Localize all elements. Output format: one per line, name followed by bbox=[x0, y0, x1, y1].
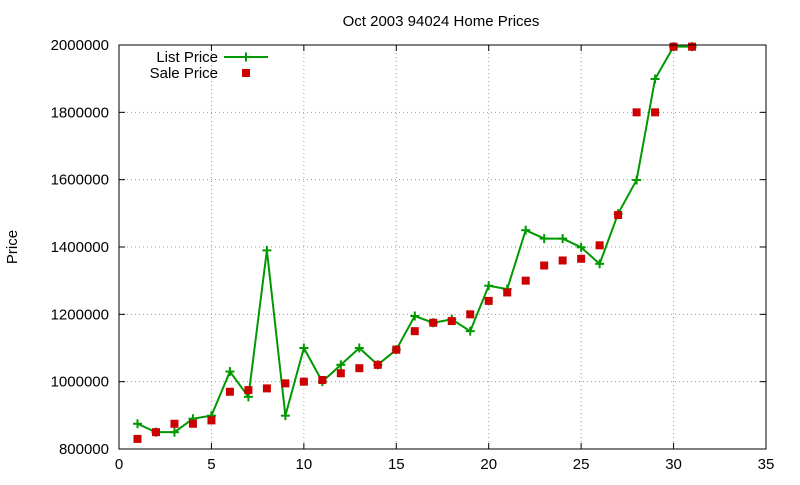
data-point-list-price bbox=[262, 245, 272, 255]
data-point-list-price bbox=[132, 419, 142, 429]
x-tick-label: 0 bbox=[115, 456, 123, 473]
data-point-list-price bbox=[484, 281, 494, 291]
data-point-sale-price bbox=[188, 419, 197, 428]
grid-lines bbox=[119, 45, 766, 449]
data-point-list-price bbox=[650, 74, 660, 84]
data-point-sale-price bbox=[669, 42, 678, 51]
data-point-sale-price bbox=[207, 416, 216, 425]
data-point-sale-price bbox=[503, 288, 512, 297]
data-point-sale-price bbox=[355, 364, 364, 373]
legend-marker-sale-price bbox=[242, 69, 250, 77]
data-point-sale-price bbox=[299, 377, 308, 386]
data-point-sale-price bbox=[318, 375, 327, 384]
plot-frame bbox=[118, 44, 767, 450]
data-point-sale-price bbox=[447, 317, 456, 326]
data-point-list-price bbox=[410, 311, 420, 321]
data-point-list-price bbox=[225, 367, 235, 377]
data-point-list-price bbox=[336, 360, 346, 370]
y-tick-label: 1800000 bbox=[51, 104, 109, 121]
data-point-sale-price bbox=[614, 211, 623, 220]
data-point-sale-price bbox=[577, 254, 586, 263]
data-point-list-price bbox=[169, 427, 179, 437]
y-tick-label: 800000 bbox=[59, 441, 109, 458]
data-point-sale-price bbox=[429, 318, 438, 327]
data-point-sale-price bbox=[170, 419, 179, 428]
legend-marker-list-price bbox=[241, 52, 251, 62]
data-point-sale-price bbox=[262, 384, 271, 393]
x-tick-label: 35 bbox=[758, 456, 775, 473]
y-tick-label: 1200000 bbox=[51, 306, 109, 323]
y-axis-label: Price bbox=[4, 230, 21, 264]
y-tick-label: 1000000 bbox=[51, 374, 109, 391]
y-tick-label: 1400000 bbox=[51, 239, 109, 256]
data-point-sale-price bbox=[373, 360, 382, 369]
data-point-list-price bbox=[539, 234, 549, 244]
data-point-sale-price bbox=[392, 345, 401, 354]
data-series bbox=[132, 42, 697, 443]
legend-label-list-price: List Price bbox=[156, 49, 218, 66]
data-point-sale-price bbox=[558, 256, 567, 265]
series-line-list-price bbox=[137, 45, 693, 434]
x-tick-label: 15 bbox=[388, 456, 405, 473]
data-point-sale-price bbox=[225, 387, 234, 396]
data-point-sale-price bbox=[133, 434, 142, 443]
y-tick-label: 2000000 bbox=[51, 37, 109, 54]
data-point-sale-price bbox=[688, 42, 697, 51]
legend-label-sale-price: Sale Price bbox=[150, 65, 218, 82]
data-point-list-price bbox=[558, 234, 568, 244]
data-point-sale-price bbox=[244, 386, 253, 395]
axis-ticks: 0 5 10 15 20 25 30 35 800000 1000000 1200000 140000… bbox=[51, 37, 775, 473]
data-point-list-price bbox=[595, 259, 605, 269]
x-tick-label: 5 bbox=[207, 456, 215, 473]
data-point-sale-price bbox=[281, 379, 290, 388]
data-point-list-price bbox=[465, 326, 475, 336]
data-point-sale-price bbox=[336, 369, 345, 378]
data-point-sale-price bbox=[410, 327, 419, 336]
data-point-list-price bbox=[576, 242, 586, 252]
x-tick-label: 30 bbox=[665, 456, 682, 473]
x-tick-label: 25 bbox=[573, 456, 590, 473]
data-point-list-price bbox=[299, 343, 309, 353]
data-point-sale-price bbox=[540, 261, 549, 270]
data-point-sale-price bbox=[521, 276, 530, 285]
chart-title: Oct 2003 94024 Home Prices bbox=[343, 13, 540, 30]
data-point-sale-price bbox=[595, 241, 604, 250]
y-tick-label: 1600000 bbox=[51, 172, 109, 189]
data-point-list-price bbox=[354, 343, 364, 353]
x-tick-label: 10 bbox=[296, 456, 313, 473]
data-point-sale-price bbox=[651, 108, 660, 117]
data-point-sale-price bbox=[632, 108, 641, 117]
data-point-list-price bbox=[521, 225, 531, 235]
data-point-list-price bbox=[280, 411, 290, 421]
data-point-sale-price bbox=[466, 310, 475, 319]
data-point-sale-price bbox=[151, 428, 160, 437]
data-point-list-price bbox=[632, 175, 642, 185]
data-point-sale-price bbox=[484, 296, 493, 305]
x-tick-label: 20 bbox=[480, 456, 497, 473]
